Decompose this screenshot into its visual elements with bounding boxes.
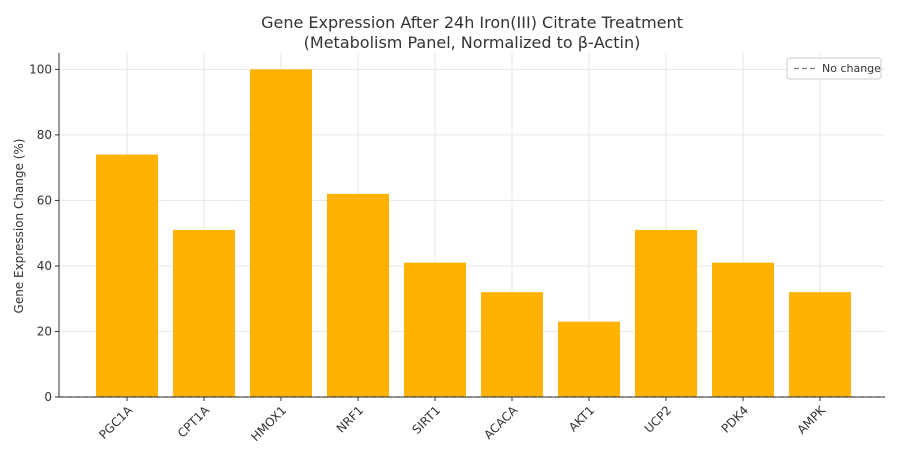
bar-pdk4 [712,262,774,397]
chart-title-line2: (Metabolism Panel, Normalized to β-Actin… [304,33,641,52]
y-tick-label: 100 [29,62,52,76]
x-tick-label-cpt1a: CPT1A [175,403,213,441]
y-tick-label: 40 [37,259,52,273]
bar-ucp2 [635,229,697,397]
x-tick-label-hmox1: HMOX1 [248,403,289,444]
legend-label: No change [822,62,881,75]
legend-box [786,57,882,80]
bar-cpt1a [173,229,235,397]
bar-hmox1 [250,69,312,397]
y-tick-label: 80 [37,128,52,142]
bar-akt1 [558,321,620,397]
bars-group [96,69,851,397]
y-axis-label: Gene Expression Change (%) [12,139,26,314]
x-tick-label-ucp2: UCP2 [642,403,675,436]
y-tick-label: 60 [37,193,52,207]
x-tick-label-pgc1a: PGC1A [96,403,135,442]
bar-nrf1 [327,193,389,397]
x-tick-label-acaca: ACACA [481,403,520,442]
y-tick-label: 0 [44,390,52,404]
x-tick-label-sirt1: SIRT1 [409,403,443,437]
chart-title-line1: Gene Expression After 24h Iron(III) Citr… [261,13,683,32]
bar-acaca [481,292,543,397]
legend: No change [786,57,882,80]
y-axis-ticks: 0 20 40 60 80 100 [29,62,59,404]
y-tick-label: 20 [37,324,52,338]
bar-sirt1 [404,262,466,397]
x-tick-label-ampk: AMPK [794,402,829,437]
bar-ampk [789,292,851,397]
x-tick-label-akt1: AKT1 [566,403,597,434]
x-axis-ticks: PGC1A CPT1A HMOX1 NRF1 SIRT1 ACACA AKT1 UCP2 PDK… [96,397,829,444]
x-tick-label-nrf1: NRF1 [334,403,366,435]
x-tick-label-pdk4: PDK4 [719,403,752,436]
bar-pgc1a [96,154,158,397]
